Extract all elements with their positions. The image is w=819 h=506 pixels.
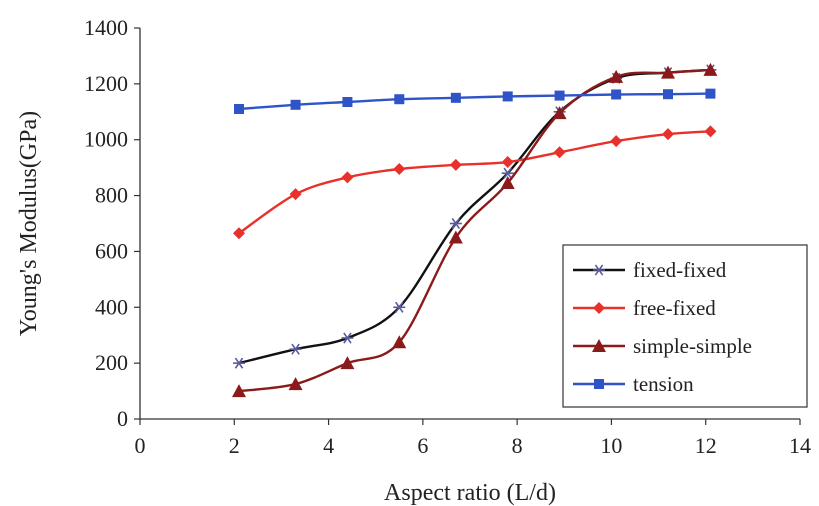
series-line-simple-simple xyxy=(238,68,711,393)
data-point-simple-simple xyxy=(552,106,567,120)
legend-marker-simple-simple xyxy=(592,339,606,352)
y-tick-label: 200 xyxy=(95,350,128,375)
legend-item-fixed-fixed: fixed-fixed xyxy=(573,258,727,282)
x-tick-label: 10 xyxy=(600,433,622,458)
series-group xyxy=(232,62,718,398)
data-point-simple-simple xyxy=(703,62,718,76)
x-tick-label: 6 xyxy=(417,433,428,458)
x-tick-label: 12 xyxy=(695,433,717,458)
legend-label-fixed-fixed: fixed-fixed xyxy=(633,258,727,282)
data-point-free-fixed xyxy=(233,227,245,240)
series-line-fixed-fixed xyxy=(238,68,711,365)
x-tick-label: 8 xyxy=(512,433,523,458)
data-point-simple-simple xyxy=(340,356,355,370)
y-axis-title: Young's Modulus(GPa) xyxy=(16,111,42,336)
series-line-free-fixed xyxy=(238,130,711,235)
y-tick-label: 1200 xyxy=(84,71,128,96)
data-point-free-fixed xyxy=(289,188,302,201)
data-point-fixed-fixed xyxy=(449,217,462,230)
legend-marker-fixed-fixed xyxy=(593,264,605,276)
x-tick-label: 14 xyxy=(789,433,811,458)
data-point-simple-simple xyxy=(609,69,624,83)
data-point-simple-simple xyxy=(500,176,515,190)
legend-item-tension: tension xyxy=(573,372,694,396)
axes: 0 200 400 600 800 1000 1200 1400 0 2 4 6 8 10 12 14 Aspe… xyxy=(16,15,811,506)
data-point-simple-simple xyxy=(661,65,675,79)
data-point-simple-simple xyxy=(232,384,246,398)
y-tick-label: 1000 xyxy=(84,127,128,152)
legend-label-free-fixed: free-fixed xyxy=(633,296,716,320)
data-point-free-fixed xyxy=(501,156,514,169)
data-point-tension xyxy=(611,89,622,100)
data-point-fixed-fixed xyxy=(233,357,245,369)
data-point-tension xyxy=(705,88,716,99)
data-point-free-fixed xyxy=(610,135,623,148)
data-point-simple-simple xyxy=(392,335,407,349)
legend-marker-free-fixed xyxy=(593,302,605,314)
data-point-fixed-fixed xyxy=(289,343,302,355)
legend-item-free-fixed: free-fixed xyxy=(573,296,716,320)
legend-label-simple-simple: simple-simple xyxy=(633,334,752,358)
data-point-free-fixed xyxy=(553,146,566,159)
data-point-tension xyxy=(450,92,461,103)
data-point-free-fixed xyxy=(393,163,406,176)
y-tick-label: 0 xyxy=(117,406,128,431)
x-tick-label: 2 xyxy=(229,433,240,458)
y-tick-label: 1400 xyxy=(84,15,128,40)
data-point-free-fixed xyxy=(704,125,717,138)
data-point-simple-simple xyxy=(288,377,303,391)
data-point-free-fixed xyxy=(449,158,462,171)
legend-label-tension: tension xyxy=(633,372,694,396)
legend: fixed-fixed free-fixed simple-simple tensio… xyxy=(562,244,808,408)
data-point-tension xyxy=(502,91,513,102)
data-point-simple-simple xyxy=(448,230,463,244)
data-point-tension xyxy=(342,97,353,108)
data-point-tension xyxy=(394,94,405,105)
y-tick-label: 400 xyxy=(95,294,128,319)
x-axis-title: Aspect ratio (L/d) xyxy=(384,480,556,506)
legend-marker-tension xyxy=(594,379,604,389)
series-simple-simple xyxy=(232,62,718,398)
x-tick-label: 4 xyxy=(323,433,334,458)
y-tick-label: 600 xyxy=(95,238,128,263)
data-point-fixed-fixed xyxy=(341,332,354,344)
data-point-fixed-fixed xyxy=(393,301,406,313)
data-point-tension xyxy=(554,90,565,101)
x-tick-label: 0 xyxy=(135,433,146,458)
legend-item-simple-simple: simple-simple xyxy=(573,334,752,358)
data-point-tension xyxy=(290,99,301,110)
data-point-free-fixed xyxy=(341,171,354,184)
data-point-tension xyxy=(234,103,244,114)
data-point-free-fixed xyxy=(662,128,674,141)
data-point-fixed-fixed xyxy=(501,167,514,179)
series-line-tension xyxy=(238,92,711,111)
data-point-tension xyxy=(663,89,673,100)
y-tick-label: 800 xyxy=(95,183,128,208)
series-free-fixed xyxy=(233,125,717,240)
series-tension xyxy=(234,88,716,114)
